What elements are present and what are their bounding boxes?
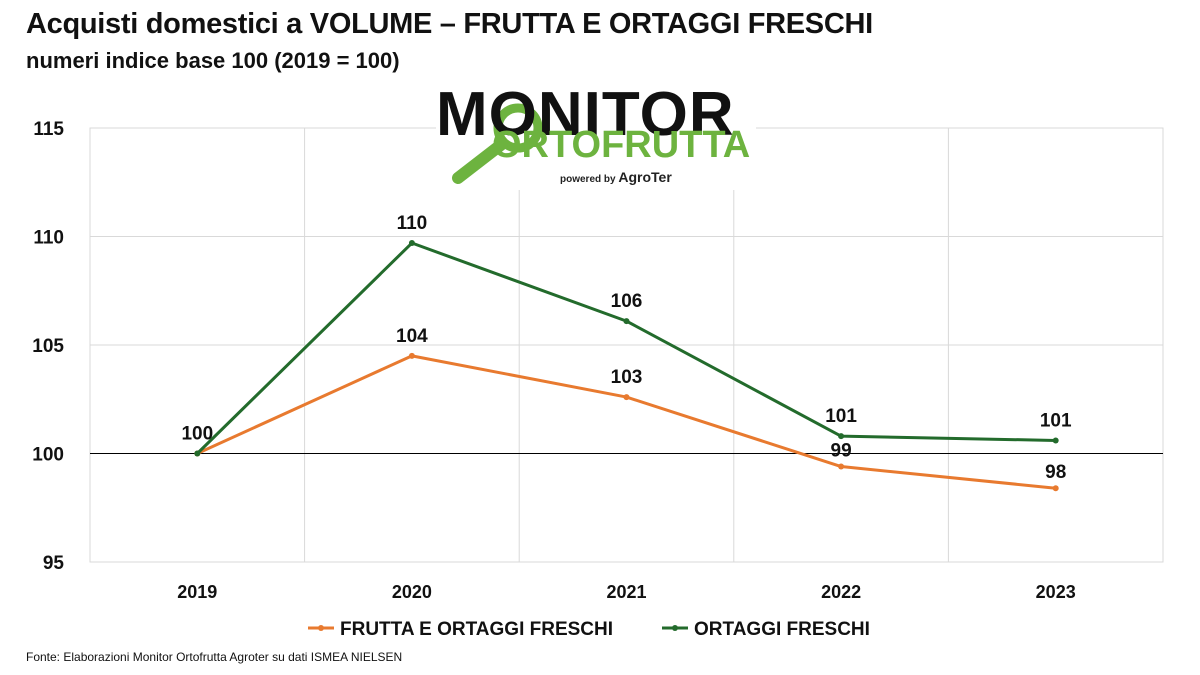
series-point-1	[838, 463, 845, 470]
logo-powered-label: powered by	[560, 174, 616, 185]
data-label: 100	[181, 424, 213, 445]
series-point-2	[838, 433, 845, 440]
chart-title: Acquisti domestici a VOLUME – FRUTTA E O…	[26, 8, 873, 40]
series-point-2	[1052, 437, 1059, 444]
series-line-2	[196, 241, 1056, 455]
series-point-2	[408, 240, 415, 247]
x-tick-label: 2020	[392, 582, 432, 602]
monitor-ortofrutta-logo: MONITOR ORTOFRUTTA powered by AgroTer	[436, 84, 756, 190]
logo-ortofrutta-text: ORTOFRUTTA	[492, 124, 751, 166]
logo-powered-by: powered by AgroTer	[560, 170, 672, 185]
chart-subtitle: numeri indice base 100 (2019 = 100)	[26, 48, 400, 73]
y-tick-label: 110	[33, 228, 64, 249]
y-tick-label: 95	[43, 553, 65, 574]
y-tick-label: 100	[32, 445, 64, 466]
source-note: Fonte: Elaborazioni Monitor Ortofrutta A…	[26, 650, 403, 664]
series-point-1	[623, 394, 630, 401]
data-label: 101	[1040, 410, 1072, 431]
data-label: 98	[1045, 462, 1066, 483]
series-point-2	[623, 318, 630, 325]
magnifier-icon	[452, 103, 543, 184]
logo-powered-brand: AgroTer	[618, 169, 672, 185]
data-label: 99	[831, 441, 852, 462]
series-point-2	[194, 450, 201, 457]
data-label: 106	[611, 291, 643, 312]
series-point-1	[408, 352, 415, 359]
legend-swatch-point	[318, 625, 324, 631]
data-label: 103	[611, 367, 643, 388]
legend-label: FRUTTA E ORTAGGI FRESCHI	[340, 619, 613, 640]
series-point-1	[1052, 485, 1059, 492]
y-tick-label: 115	[33, 119, 64, 140]
legend-swatch-point	[672, 625, 678, 631]
x-tick-label: 2022	[821, 582, 861, 602]
logo-monitor-text: MONITOR	[436, 80, 735, 149]
y-tick-label: 105	[32, 336, 64, 357]
data-label: 104	[396, 326, 428, 347]
data-label: 110	[397, 213, 428, 234]
legend-label: ORTAGGI FRESCHI	[694, 619, 870, 640]
x-tick-label: 2021	[606, 582, 646, 602]
x-tick-label: 2023	[1036, 582, 1076, 602]
x-tick-label: 2019	[177, 582, 217, 602]
data-label: 101	[825, 406, 857, 427]
